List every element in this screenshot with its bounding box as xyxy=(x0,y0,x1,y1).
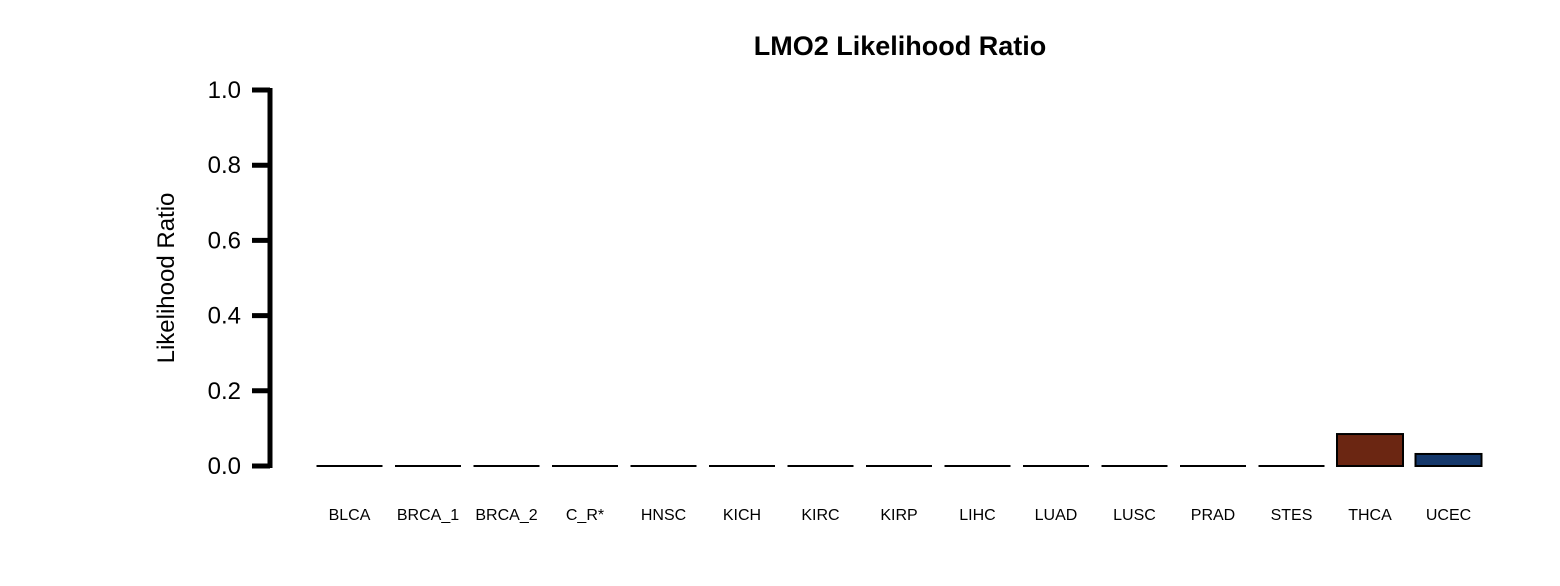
y-tick-label: 1.0 xyxy=(208,77,241,104)
x-tick-label: UCEC xyxy=(1426,507,1471,524)
y-tick-label: 0.6 xyxy=(208,227,241,254)
x-tick-label: THCA xyxy=(1348,507,1392,524)
y-tick-label: 0.4 xyxy=(208,303,241,330)
x-axis-labels: BLCA BRCA_1 BRCA_2 C_R* HNSC KICH KIRC KIRP LIHC… xyxy=(329,507,1472,524)
x-tick-label: BRCA_1 xyxy=(397,507,459,524)
y-tick-label: 0.2 xyxy=(208,378,241,405)
x-tick-label: LUAD xyxy=(1035,507,1078,524)
bars xyxy=(316,433,1483,468)
bar-thca xyxy=(1336,433,1404,468)
y-tick-label: 0.8 xyxy=(208,152,241,179)
y-tick-label: 0.0 xyxy=(208,453,241,480)
chart-title: LMO2 Likelihood Ratio xyxy=(754,31,1047,61)
y-axis-label: Likelihood Ratio xyxy=(153,193,180,364)
x-tick-label: KICH xyxy=(723,507,761,524)
x-tick-label: KIRP xyxy=(880,507,917,524)
x-tick-label: LUSC xyxy=(1113,507,1156,524)
x-tick-label: STES xyxy=(1271,507,1313,524)
x-tick-label: BLCA xyxy=(329,507,371,524)
bar-ucec xyxy=(1414,452,1483,467)
x-tick-label: PRAD xyxy=(1191,507,1235,524)
y-axis: 0.0 0.2 0.4 0.6 0.8 1.0 xyxy=(208,77,273,480)
x-tick-label: C_R* xyxy=(566,507,604,524)
x-tick-label: LIHC xyxy=(959,507,995,524)
x-tick-label: BRCA_2 xyxy=(475,507,537,524)
x-tick-label: KIRC xyxy=(801,507,839,524)
x-tick-label: HNSC xyxy=(641,507,686,524)
